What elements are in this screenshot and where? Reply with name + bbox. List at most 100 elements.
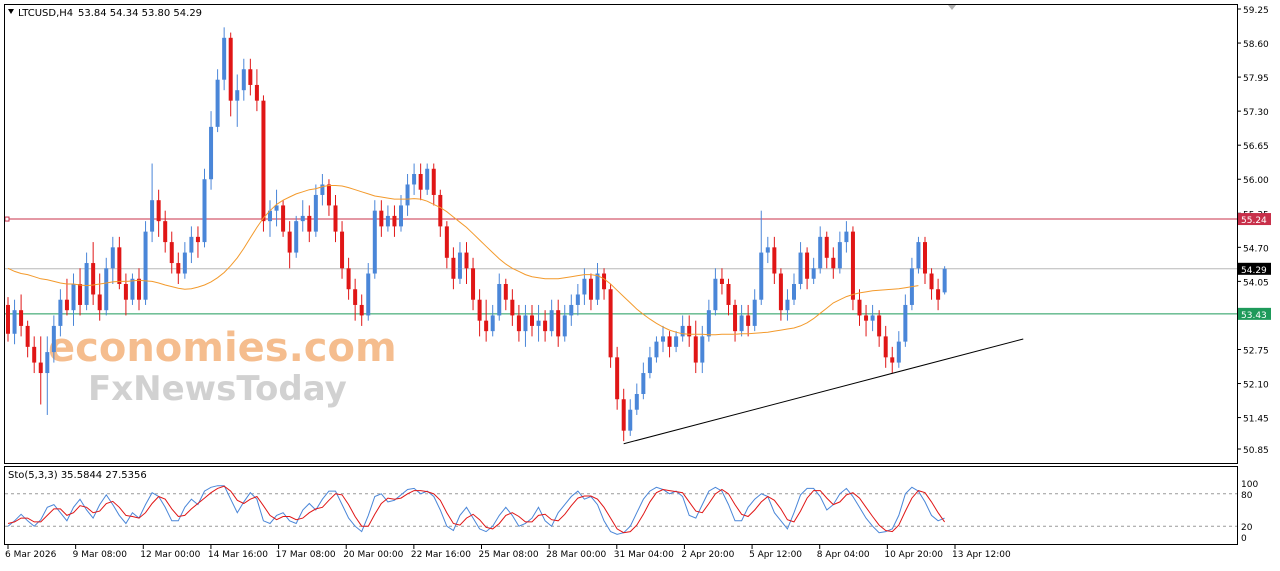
candle	[202, 168, 207, 248]
candle	[104, 257, 109, 316]
candle	[143, 221, 148, 305]
candle-body	[379, 210, 384, 227]
candle	[752, 289, 757, 332]
y-tick-label: 57.30	[1243, 108, 1269, 118]
candle-body	[78, 284, 83, 305]
candle	[209, 111, 214, 190]
candle-body	[575, 294, 580, 305]
candle-body	[222, 37, 227, 80]
candle	[837, 231, 842, 274]
candle	[405, 174, 410, 216]
candle	[228, 32, 233, 117]
candle	[719, 268, 724, 295]
candle-body	[693, 336, 698, 363]
moving-average-line	[7, 185, 919, 336]
candle-body	[608, 289, 613, 358]
candle	[464, 242, 469, 284]
candle-body	[739, 315, 744, 332]
candle	[274, 189, 279, 227]
candle	[313, 184, 318, 237]
candle-body	[726, 284, 731, 305]
candle-body	[569, 304, 574, 316]
candle-body	[300, 215, 305, 222]
current-price-price-tag	[1238, 262, 1271, 275]
candle	[150, 163, 155, 243]
price-panel-frame	[4, 4, 1238, 464]
candle-body	[837, 242, 842, 269]
candle	[281, 200, 286, 237]
candle	[549, 299, 554, 337]
candle-body	[261, 100, 266, 222]
candle	[51, 315, 56, 363]
stochastic-y-label: 20	[1241, 523, 1253, 533]
candle-body	[248, 69, 253, 85]
candle	[163, 210, 168, 253]
candle-body	[582, 278, 587, 295]
candle-body	[104, 268, 109, 311]
candle	[562, 304, 567, 342]
stochastic-y-label: 100	[1241, 480, 1258, 490]
support-price-tag	[1238, 307, 1271, 320]
candle	[674, 331, 679, 353]
candle-body	[195, 236, 200, 243]
candle	[444, 221, 449, 269]
x-tick-label: 20 Mar 00:00	[343, 550, 403, 560]
candle	[680, 315, 685, 342]
candle	[543, 310, 548, 342]
candle-body	[45, 352, 50, 374]
candle	[6, 297, 10, 342]
candle	[418, 163, 423, 201]
candle-body	[64, 299, 69, 311]
candle	[58, 289, 63, 337]
candle-body	[778, 273, 783, 311]
candle-body	[130, 278, 135, 300]
candle-body	[661, 336, 665, 342]
x-tick-label: 5 Apr 12:00	[749, 550, 802, 560]
collapse-arrow-icon[interactable]	[8, 9, 14, 14]
candle	[385, 205, 390, 232]
candle	[877, 310, 882, 347]
candle	[117, 236, 122, 290]
current-price-price-label: 54.29	[1241, 266, 1267, 276]
candle-body	[241, 69, 246, 91]
candle	[64, 278, 69, 316]
candle	[647, 346, 652, 379]
candle-body	[51, 325, 56, 353]
y-tick-label: 52.10	[1243, 381, 1269, 391]
candle-body	[602, 273, 607, 290]
candle	[359, 294, 364, 326]
candle-body	[399, 205, 403, 227]
x-tick-label: 8 Apr 04:00	[817, 550, 870, 560]
candle	[346, 257, 351, 300]
stochastic-main-line	[7, 485, 945, 535]
candle	[785, 289, 790, 321]
candle-body	[903, 304, 908, 342]
candle	[556, 299, 561, 347]
candle-body	[923, 242, 927, 274]
candle-body	[228, 37, 233, 101]
candle-body	[320, 184, 325, 195]
candle	[831, 247, 836, 279]
candle-body	[497, 284, 502, 316]
candle	[844, 221, 849, 253]
candle	[294, 215, 299, 258]
candle	[523, 304, 528, 347]
candle	[38, 336, 43, 405]
candle-body	[811, 268, 816, 279]
candle	[667, 331, 672, 358]
candle-body	[123, 284, 128, 300]
candle-body	[12, 310, 17, 334]
candle	[497, 273, 502, 321]
chart-shift-marker-icon[interactable]	[948, 5, 956, 10]
candle	[399, 194, 403, 232]
candle-body	[25, 325, 30, 347]
candle	[457, 242, 462, 284]
candle-body	[457, 252, 462, 279]
candle	[634, 383, 639, 415]
x-tick-label: 2 Apr 20:00	[681, 550, 734, 560]
candle	[739, 304, 744, 337]
candle	[287, 221, 292, 269]
candle-body	[667, 336, 672, 347]
candle	[182, 242, 187, 279]
